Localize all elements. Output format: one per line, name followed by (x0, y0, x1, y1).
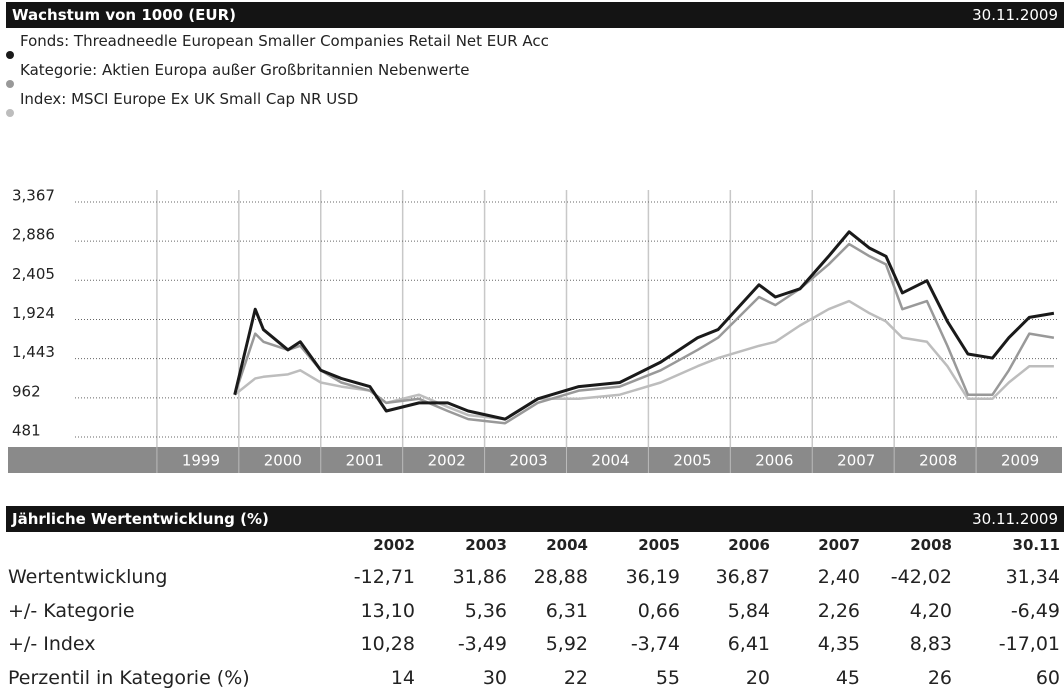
legend-label: Fonds: Threadneedle European Smaller Com… (20, 32, 549, 50)
column-header: 2006 (728, 536, 770, 554)
column-header: 2007 (818, 536, 860, 554)
series-line (233, 299, 1054, 421)
column-header: 2008 (910, 536, 952, 554)
x-tick-label: 2003 (509, 452, 547, 470)
table-cell: -6,49 (1010, 599, 1060, 622)
column-header: 2003 (465, 536, 507, 554)
chart: 481 962 1,443 1,924 2,405 2,886 3,367 1999 2000 2… (8, 186, 1062, 473)
table-cell: 8,83 (909, 633, 952, 655)
table-cell: -42,02 (890, 566, 952, 588)
legend-label: Kategorie: Aktien Europa außer Großbrita… (20, 61, 470, 79)
x-tick-label: 1999 (182, 452, 220, 470)
y-tick-label: 2,405 (12, 265, 55, 283)
row-label: Perzentil in Kategorie (%) (8, 666, 250, 689)
table-cell: 0,66 (637, 599, 680, 622)
table-cell: -17,01 (998, 633, 1060, 655)
x-tick-label: 2008 (919, 452, 957, 470)
table-cell: 10,28 (360, 633, 415, 655)
x-tick-label: 2004 (591, 452, 629, 470)
legend-entry: Index: MSCI Europe Ex UK Small Cap NR US… (6, 88, 686, 117)
chart-header: Wachstum von 1000 (EUR) 30.11.2009 (6, 2, 1064, 28)
table-cell: 13,10 (360, 599, 415, 622)
table-cell: -3,49 (457, 633, 507, 655)
x-tick-label: 2007 (837, 452, 875, 470)
table-cell: 60 (1035, 666, 1060, 689)
table-cell: 31,34 (1005, 566, 1060, 588)
y-tick-label: 1,924 (12, 304, 55, 322)
y-tick-label: 481 (12, 421, 41, 439)
legend: Fonds: Threadneedle European Smaller Com… (6, 30, 686, 117)
legend-entry: Fonds: Threadneedle European Smaller Com… (6, 30, 686, 59)
legend-swatch (6, 51, 14, 59)
chart-title: Wachstum von 1000 (EUR) (12, 6, 236, 24)
row-label: +/- Kategorie (8, 599, 135, 622)
legend-swatch (6, 109, 14, 117)
series-line (233, 242, 1055, 425)
table-cell: 22 (563, 666, 588, 689)
table-cell: 2,40 (817, 566, 860, 588)
table-cell: 20 (745, 666, 770, 689)
table-cell: 6,41 (727, 633, 770, 655)
table-cell: 5,84 (727, 599, 770, 622)
table-header: Jährliche Wertentwicklung (%) 30.11.2009 (6, 506, 1064, 532)
legend-swatch (6, 80, 14, 88)
table-cell: 36,19 (625, 566, 680, 588)
table-cell: -12,71 (353, 566, 415, 588)
row-label: +/- Index (8, 633, 96, 655)
legend-label: Index: MSCI Europe Ex UK Small Cap NR US… (20, 90, 359, 108)
table-cell: -3,74 (630, 633, 680, 655)
x-tick-label: 2002 (428, 452, 466, 470)
table-cell: 5,92 (545, 633, 588, 655)
x-axis-band (8, 447, 1062, 473)
table-cell: 30 (482, 666, 507, 689)
table-cell: 4,20 (909, 599, 952, 622)
row-label: Wertentwicklung (8, 566, 168, 588)
column-header: 2002 (373, 536, 415, 554)
table-date: 30.11.2009 (972, 510, 1058, 528)
table-cell: 31,86 (452, 566, 507, 588)
column-header: 2004 (546, 536, 588, 554)
table-cell: 55 (655, 666, 680, 689)
table-cell: 36,87 (715, 566, 770, 588)
y-tick-label: 962 (12, 382, 41, 400)
y-tick-label: 3,367 (12, 186, 55, 204)
x-tick-label: 2005 (673, 452, 711, 470)
x-tick-label: 2001 (346, 452, 384, 470)
table-cell: 4,35 (817, 633, 860, 655)
legend-entry: Kategorie: Aktien Europa außer Großbrita… (6, 59, 686, 88)
x-tick-label: 2009 (1001, 452, 1039, 470)
series-line (233, 230, 1055, 421)
table-title: Jährliche Wertentwicklung (%) (12, 510, 269, 528)
table-cell: 26 (927, 666, 952, 689)
x-tick-label: 2000 (264, 452, 302, 470)
x-tick-label: 2006 (755, 452, 793, 470)
chart-date: 30.11.2009 (972, 6, 1058, 24)
y-tick-label: 2,886 (12, 226, 55, 244)
table-cell: 5,36 (464, 599, 507, 622)
table-cell: 14 (390, 666, 415, 689)
table-cell: 28,88 (533, 566, 588, 588)
table-cell: 2,26 (817, 599, 860, 622)
column-header: 30.11 (1012, 536, 1060, 554)
table-cell: 6,31 (545, 599, 588, 622)
y-tick-label: 1,443 (12, 343, 55, 361)
column-header: 2005 (638, 536, 680, 554)
table-cell: 45 (835, 666, 860, 689)
